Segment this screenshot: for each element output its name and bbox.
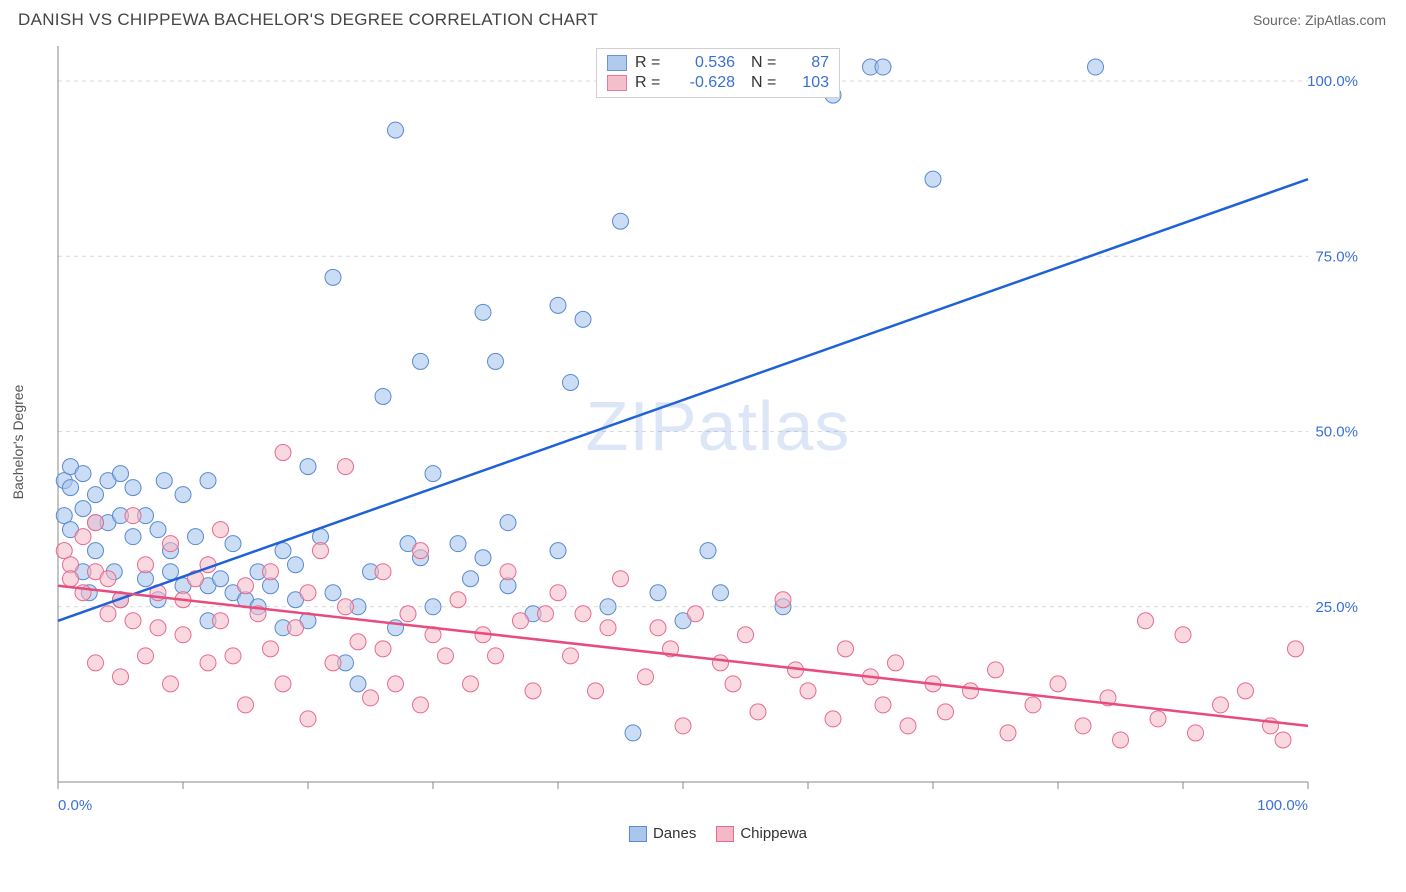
- legend-n-label: N =: [751, 74, 785, 92]
- chart-title: DANISH VS CHIPPEWA BACHELOR'S DEGREE COR…: [18, 10, 598, 30]
- legend-r-value: -0.628: [677, 74, 735, 92]
- svg-text:0.0%: 0.0%: [58, 797, 92, 814]
- legend-n-value: 103: [793, 74, 829, 92]
- legend-n-label: N =: [751, 54, 785, 72]
- svg-text:25.0%: 25.0%: [1315, 599, 1358, 616]
- legend-r-value: 0.536: [677, 54, 735, 72]
- correlation-legend: R = 0.536 N = 87 R = -0.628 N = 103: [596, 48, 840, 98]
- svg-text:75.0%: 75.0%: [1315, 248, 1358, 265]
- legend-n-value: 87: [793, 54, 829, 72]
- legend-row: R = -0.628 N = 103: [607, 73, 829, 93]
- legend-row: R = 0.536 N = 87: [607, 53, 829, 73]
- series-legend-item: Chippewa: [716, 825, 807, 842]
- legend-label: Chippewa: [740, 825, 807, 842]
- svg-text:100.0%: 100.0%: [1257, 797, 1308, 814]
- source-label: Source: ZipAtlas.com: [1253, 12, 1386, 28]
- legend-r-label: R =: [635, 74, 669, 92]
- chart-area: Bachelor's Degree 25.0%50.0%75.0%100.0%0…: [48, 42, 1388, 842]
- series-legend-item: Danes: [629, 825, 696, 842]
- legend-r-label: R =: [635, 54, 669, 72]
- y-axis-label: Bachelor's Degree: [10, 385, 26, 500]
- svg-text:50.0%: 50.0%: [1315, 424, 1358, 441]
- legend-swatch: [607, 55, 627, 71]
- legend-swatch: [607, 75, 627, 91]
- legend-swatch: [716, 826, 734, 842]
- svg-text:100.0%: 100.0%: [1307, 73, 1358, 90]
- series-legend: Danes Chippewa: [629, 825, 807, 842]
- scatter-plot: 25.0% 50.0% 75.0% 100.0% 0.0% 100.0%: [48, 42, 1388, 842]
- legend-swatch: [629, 826, 647, 842]
- legend-label: Danes: [653, 825, 696, 842]
